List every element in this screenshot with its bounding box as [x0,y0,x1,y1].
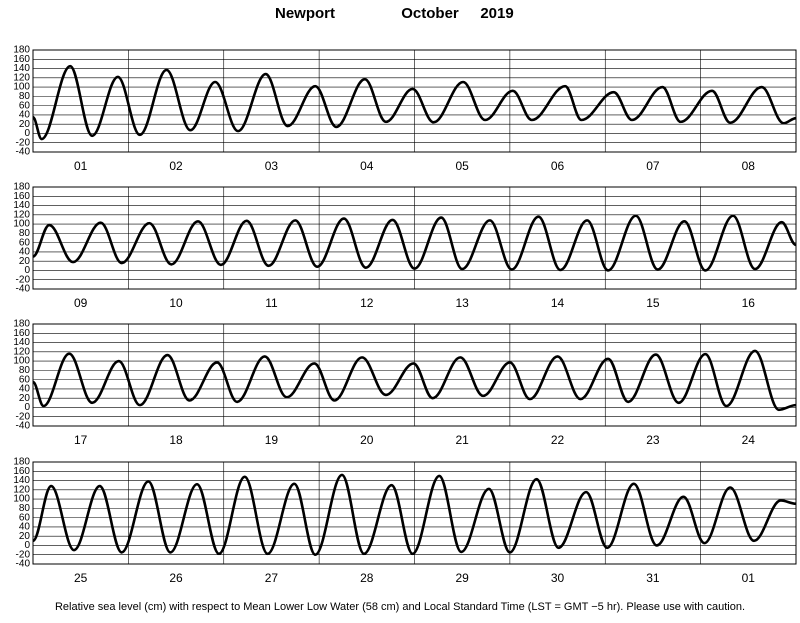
y-tick-label: 160 [13,54,30,65]
title-place: Newport [275,5,335,22]
y-tick-label: -40 [16,147,31,158]
y-tick-label: 0 [24,265,30,276]
y-tick-label: 160 [13,191,30,202]
x-tick-label: 29 [456,571,470,585]
y-tick-label: 60 [19,100,31,111]
y-tick-label: -20 [16,549,31,560]
x-tick-label: 06 [551,159,565,173]
y-tick-label: 20 [19,119,31,130]
tide-line [31,473,797,557]
x-tick-label: 15 [646,296,660,310]
title-year: 2019 [480,5,513,22]
y-tick-label: 40 [19,384,31,395]
y-tick-label: 60 [19,237,31,248]
x-tick-label: 12 [360,296,374,310]
y-tick-label: 60 [19,512,31,523]
y-tick-label: 100 [13,219,30,230]
tide-line [32,214,797,272]
y-tick-label: -20 [16,137,31,148]
y-tick-label: 40 [19,110,31,121]
y-tick-label: 100 [13,494,30,505]
y-tick-label: 80 [19,365,31,376]
x-tick-label: 21 [456,433,470,447]
x-tick-label: 09 [74,296,88,310]
y-tick-label: 40 [19,247,31,258]
y-tick-label: 60 [19,374,31,385]
y-tick-label: 180 [13,457,30,468]
x-tick-label: 04 [360,159,374,173]
y-tick-label: 140 [13,475,30,486]
plot-frame [32,49,797,153]
x-tick-label: 31 [646,571,660,585]
y-tick-label: 120 [13,346,30,357]
x-tick-label: 14 [551,296,565,310]
y-tick-label: 140 [13,200,30,211]
footnote: Relative sea level (cm) with respect to … [55,601,745,613]
y-tick-label: 160 [13,328,30,339]
x-tick-label: 01 [74,159,88,173]
x-tick-label: 13 [456,296,470,310]
x-tick-label: 08 [742,159,756,173]
y-tick-label: 180 [13,45,30,56]
y-tick-label: -20 [16,274,31,285]
y-tick-label: 20 [19,531,31,542]
tide-line [32,349,797,412]
x-tick-label: 03 [265,159,279,173]
x-tick-label: 01 [742,571,756,585]
x-tick-label: 20 [360,433,374,447]
tide-line [31,64,797,141]
y-tick-label: 180 [13,182,30,193]
x-tick-label: 05 [456,159,470,173]
y-tick-label: 40 [19,522,31,533]
x-tick-label: 17 [74,433,88,447]
y-tick-label: 120 [13,484,30,495]
y-tick-label: 80 [19,503,31,514]
y-tick-label: -40 [16,559,31,570]
y-tick-label: 0 [24,402,30,413]
x-tick-label: 02 [169,159,183,173]
x-tick-label: 25 [74,571,88,585]
y-tick-label: -40 [16,421,31,432]
x-tick-label: 26 [169,571,183,585]
x-tick-label: 11 [265,296,278,310]
x-tick-label: 16 [742,296,756,310]
x-tick-label: 07 [646,159,660,173]
title-month: October [401,5,459,22]
y-tick-label: 160 [13,466,30,477]
x-tick-label: 10 [169,296,183,310]
plot-frame [32,323,797,427]
x-tick-label: 18 [169,433,183,447]
y-tick-label: 100 [13,356,30,367]
y-tick-label: 140 [13,63,30,74]
y-tick-label: -20 [16,411,31,422]
y-tick-label: 0 [24,128,30,139]
x-tick-label: 24 [742,433,756,447]
x-tick-label: 23 [646,433,660,447]
y-tick-label: -40 [16,284,31,295]
y-tick-label: 80 [19,91,31,102]
y-tick-label: 140 [13,337,30,348]
x-tick-label: 30 [551,571,565,585]
y-tick-label: 120 [13,72,30,83]
x-tick-label: 27 [265,571,279,585]
y-tick-label: 180 [13,319,30,330]
plot-frame [32,461,797,565]
x-tick-label: 22 [551,433,565,447]
plot-frame [32,186,797,290]
y-tick-label: 0 [24,540,30,551]
y-tick-label: 120 [13,209,30,220]
y-tick-label: 20 [19,256,31,267]
x-tick-label: 19 [265,433,279,447]
y-tick-label: 20 [19,393,31,404]
x-tick-label: 28 [360,571,374,585]
y-tick-label: 100 [13,82,30,93]
y-tick-label: 80 [19,228,31,239]
